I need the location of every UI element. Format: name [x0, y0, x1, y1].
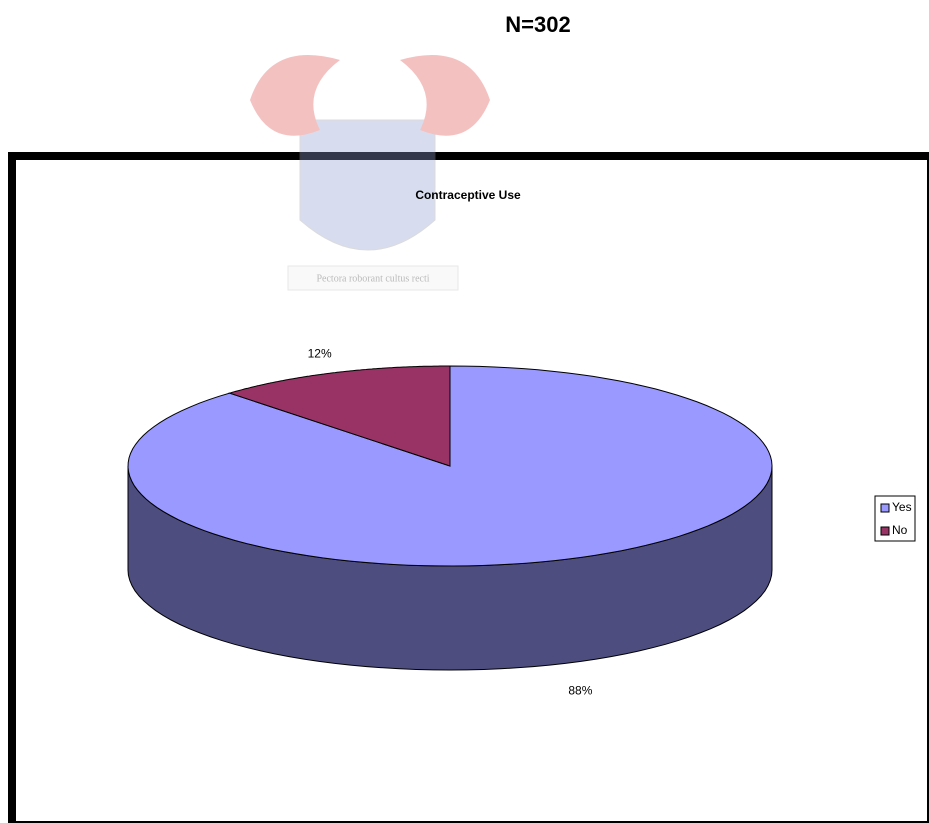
sample-size: N=302	[505, 12, 570, 37]
legend-swatch	[880, 503, 890, 513]
crest-mantling	[250, 55, 490, 136]
legend-swatch	[880, 526, 890, 536]
chart-title: Contraceptive Use	[415, 188, 521, 202]
data-label: 88%	[568, 684, 592, 698]
crest-scroll	[287, 265, 459, 291]
crest-watermark	[250, 55, 490, 291]
slice	[227, 365, 451, 467]
legend-label: Yes	[892, 500, 912, 514]
data-label: 12%	[308, 347, 332, 361]
legend-label: No	[892, 523, 908, 537]
watermark-motto: Pectora roborant cultus recti	[316, 273, 429, 284]
crest-shield	[299, 119, 436, 251]
